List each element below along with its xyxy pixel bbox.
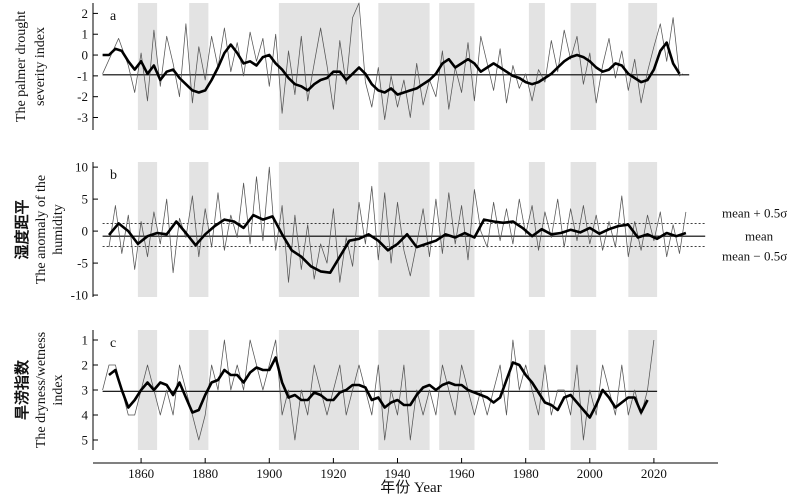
shaded-period-1-c [189,330,209,450]
y-tick-label: 0 [82,224,89,239]
x-tick-label: 1940 [384,466,410,481]
shaded-period-3-b [378,162,430,297]
y-axis-title: The anomaly of the [34,175,49,284]
y-axis-title: index [51,374,66,405]
smoothed-series-line [108,213,687,275]
x-tick-label: 1920 [320,466,346,481]
reference-line-label: mean + 0.5σ [722,205,787,220]
annual-series-line [102,339,655,441]
x-tick-label: 1880 [192,466,218,481]
y-axis-title-cn: 旱涝指数 [13,359,31,420]
y-tick-label: 10 [75,160,88,175]
y-tick-label: 4 [82,408,89,423]
x-tick-label: 1900 [256,466,282,481]
shaded-period-2-a [278,3,359,130]
shaded-period-1-b [189,162,209,297]
shaded-period-6-a [570,3,597,130]
panel-label: a [110,9,117,24]
x-tick-label: 1980 [513,466,539,481]
y-tick-label: 2 [82,358,89,373]
y-tick-label: -10 [71,288,88,303]
shaded-period-0-b [137,162,158,297]
y-tick-label: 0 [82,48,89,63]
y-tick-label: -3 [77,110,88,125]
shaded-period-5-b [528,162,545,297]
shaded-periods [137,3,658,450]
smoothed-series-line [102,41,681,96]
shaded-period-2-b [278,162,359,297]
y-tick-label: 5 [82,192,89,207]
panel-a: -3 -2 -1 0 1 2 a The palmer drought severity ind… [14,2,690,130]
x-tick-label: 2000 [577,466,603,481]
reference-line-label: mean − 0.5σ [722,248,787,263]
panel-label: c [110,336,116,351]
y-tick-label: 5 [82,433,89,448]
panel-b: -10 -5 0 5 10 b 湿度距平 The anomaly of the humidity… [13,160,787,303]
x-tick-label: 1860 [128,466,154,481]
shaded-period-7-a [628,3,658,130]
shaded-period-1-a [189,3,209,130]
y-tick-label: 3 [82,383,89,398]
y-axis-title-cn: 湿度距平 [13,199,31,259]
panel-label: b [110,168,117,183]
smoothed-series-line [108,356,649,419]
shaded-period-6-c [570,330,597,450]
y-axis-title: humidity [51,204,66,255]
y-axis-title: The palmer drought [14,11,29,122]
shaded-period-0-c [137,330,158,450]
annual-series-line [108,166,687,283]
y-axis-title: severity index [33,27,48,106]
x-tick-label: 1960 [449,466,475,481]
shaded-period-4-b [439,162,475,297]
y-tick-label: -2 [77,89,88,104]
x-tick-label: 2020 [641,466,667,481]
x-axis-title: 年份 Year [380,479,441,496]
reference-line-label: mean [745,229,774,244]
y-tick-label: 1 [82,27,89,42]
shaded-period-0-a [137,3,158,130]
y-tick-label: -5 [77,256,88,271]
y-tick-label: 2 [82,6,89,21]
shaded-period-3-a [378,3,430,130]
y-tick-label: 1 [82,333,89,348]
y-axis-title: The dryness/wetness [34,332,49,448]
y-tick-label: -1 [77,68,88,83]
x-axis: 1860 1880 1900 1920 1940 1960 1980 2000 2020 年份 Y… [93,458,718,496]
shaded-period-5-a [528,3,545,130]
panel-c: 1 2 3 4 5 c 旱涝指数 The dryness/wetness index [13,330,658,450]
